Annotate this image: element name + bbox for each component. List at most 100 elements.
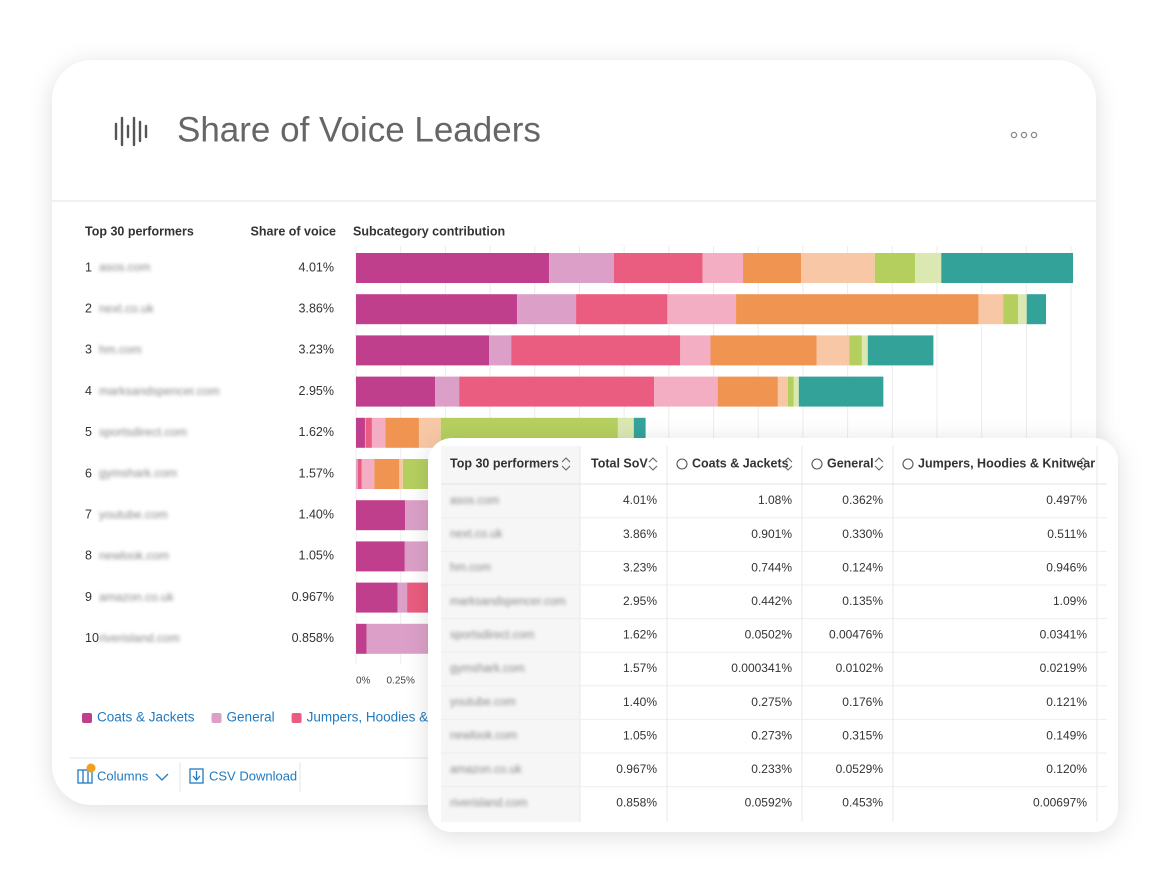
performer-name: hm.com [450,562,491,574]
performer-name: riverisland.com [450,797,527,809]
bar-segment [710,335,817,366]
bar-segment [356,459,358,489]
bar-segment [915,253,942,283]
bar-segment [489,335,512,366]
bar-segment [654,376,718,407]
table-cell: 0.00697% [1033,796,1087,810]
sort-icon[interactable] [648,457,658,471]
rank: 8 [85,549,92,563]
table-cell: 0.124% [842,560,883,574]
table-card: Top 30 performers Total SoV Coats & Jacket… [428,438,1118,832]
bar-segment [978,294,1004,325]
bar-segment [511,335,681,366]
legend-swatch [291,713,302,723]
sort-icon[interactable] [561,457,571,471]
table-cell: 0.135% [842,594,883,608]
table-cell: 0.120% [1046,762,1087,776]
table-cell: 0.330% [842,527,883,541]
sort-icon[interactable] [874,457,884,471]
csv-label: CSV Download [209,768,297,783]
table-header: Jumpers, Hoodies & Knitwear [918,456,1095,470]
table-cell: 0.453% [842,796,883,810]
share-label: 1.05% [299,549,334,563]
csv-download-button[interactable]: CSV Download [189,768,297,784]
bar-segment [371,417,386,448]
bar-segment [399,459,403,489]
table-cell: 0.967% [616,762,657,776]
bar-segment [787,376,794,407]
performer-name: marksandspencer.com [450,596,566,608]
bar-segment [356,376,436,407]
performer-name: next.co.uk [450,529,503,541]
table-cell: 0.0529% [836,762,884,776]
rank: 1 [85,260,92,274]
table-cell: 1.05% [623,728,657,742]
legend-label: Coats & Jackets [97,710,195,725]
rank: 6 [85,466,92,480]
card-title: Share of Voice Leaders [177,110,541,149]
more-menu[interactable] [1010,131,1038,139]
bar-segment [357,459,362,489]
bar-segment [798,376,884,407]
share-label: 3.23% [299,343,334,357]
bar-segment [356,294,518,325]
bar-segment [407,582,429,613]
performer-name: youtube.com [450,697,516,709]
bar-segment [356,335,490,366]
bar-segment [1026,294,1047,325]
bar-segment [702,253,744,283]
table-cell: 0.0341% [1040,628,1088,642]
table-cell: 1.57% [623,661,657,675]
performer-name: next.co.uk [99,301,155,315]
table-cell: 0.273% [751,728,792,742]
table-cell: 1.09% [1053,594,1087,608]
table-cell: 0.176% [842,695,883,709]
sov-icon [114,116,148,147]
legend-label: General [227,710,275,725]
table-cell: 0.744% [751,560,792,574]
table-cell: 0.0592% [745,796,793,810]
performer-name: gymshark.com [99,466,177,480]
table-cell: 0.901% [751,527,792,541]
performer-name: asos.com [450,495,499,507]
table-header: General [827,456,874,470]
share-label: 3.86% [299,301,334,315]
sort-icon[interactable] [783,457,793,471]
table-cell: 3.86% [623,527,657,541]
table-cell: 2.95% [623,594,657,608]
table-cell: 0.497% [1046,493,1087,507]
bar-segment [874,253,916,283]
sort-icon[interactable] [1078,457,1088,471]
info-icon [902,458,914,470]
bar-segment [356,253,550,283]
bar-segment [356,582,398,613]
bar-segment [736,294,979,325]
bar-segment [365,417,372,448]
performer-name: marksandspencer.com [99,384,220,398]
table-cell: 0.149% [1046,728,1087,742]
bar-segment [801,253,875,283]
table-cell: 0.442% [751,594,792,608]
column-header: Subcategory contribution [353,224,505,238]
table-cell: 3.23% [623,560,657,574]
bar-segment [576,294,668,325]
table-cell: 0.000341% [731,661,792,675]
share-label: 0.858% [292,631,334,645]
rank: 10 [85,631,99,645]
table-cell: 1.40% [623,695,657,709]
bar-segment [816,335,850,366]
bar-segment [356,623,367,654]
bar-segment [459,376,655,407]
columns-button[interactable]: Columns [77,763,169,784]
bar-segment [397,582,408,613]
rank: 2 [85,301,92,315]
bar-segment [361,459,375,489]
bar-segment [1003,294,1019,325]
table-cell: 0.315% [842,728,883,742]
performer-name: youtube.com [99,507,168,521]
rank: 5 [85,425,92,439]
table-cell: 0.121% [1046,695,1087,709]
bar-segment [549,253,614,283]
